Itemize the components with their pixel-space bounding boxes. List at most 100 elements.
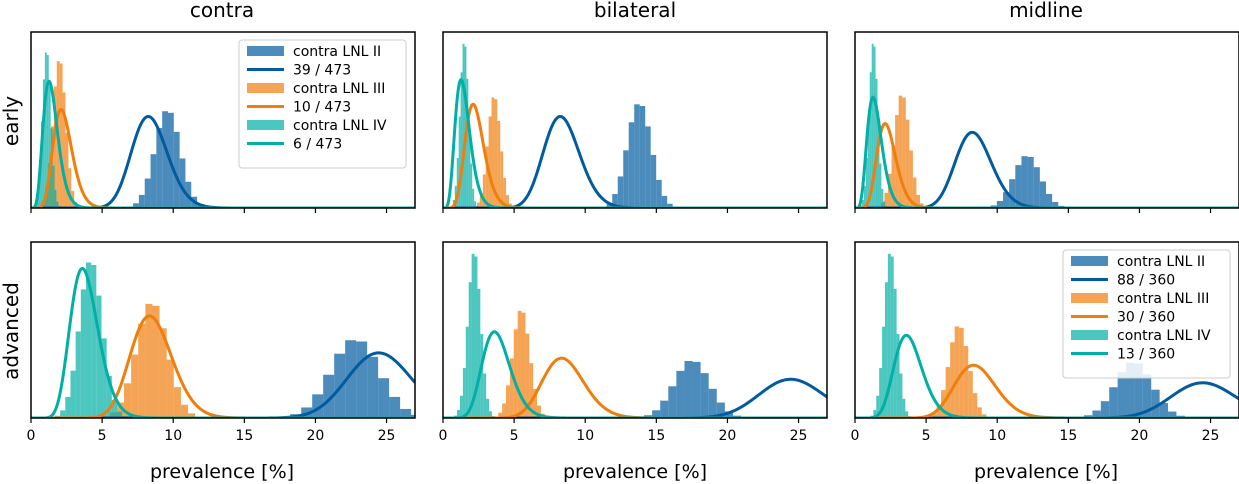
histogram-bar-lnl-iv [75,331,81,418]
histogram-bar-lnl-iv [879,368,883,418]
x-tick-label: 20 [1131,428,1149,444]
histogram-bar-lnl-iv [468,282,472,418]
histogram-bar-lnl-iii [145,303,153,418]
histogram-bar-lnl-ii [1142,374,1152,418]
x-tick-label: 5 [922,428,931,444]
x-tick-label: 25 [378,428,396,444]
legend-label: 39 / 473 [293,63,351,79]
histogram-bar-lnl-iv [456,158,459,208]
histogram-bar-lnl-iii [537,405,541,418]
x-tick-label: 10 [164,428,182,444]
legend: contra LNL II 88 / 360 contra LNL III 30 / … [1062,249,1231,379]
x-tick-label: 10 [576,428,594,444]
histogram-bar-lnl-iv [879,163,882,208]
histogram-bar-lnl-iii [491,97,495,208]
histogram-bar-lnl-iv [111,399,118,418]
histogram-bar-lnl-ii [156,127,163,208]
histogram-bar-lnl-iii [898,95,903,208]
histogram-bar-lnl-ii [1117,372,1127,418]
histogram-bar-lnl-iii [936,405,942,418]
histogram-bar-lnl-ii [1021,156,1028,208]
histogram-bar-lnl-iii [159,328,167,418]
histogram-bar-lnl-iv [875,78,878,208]
histogram-bar-lnl-iv [96,295,102,418]
histogram-bar-lnl-ii [1159,403,1169,418]
histogram-bar-lnl-iii [131,354,139,418]
axes-frame [30,31,416,209]
histogram-bar-lnl-ii [179,158,186,208]
histogram-bar-lnl-ii [668,386,677,418]
histogram-bar-lnl-ii [650,154,657,208]
histogram-bar-lnl-iv [65,396,71,418]
x-tick-label: 15 [647,428,665,444]
histogram-bar-lnl-iv [883,201,886,208]
histogram-bar-lnl-ii [612,193,618,208]
histogram-bar-lnl-ii [1015,165,1022,208]
observed-line-lnl-ii [855,381,1239,418]
histogram-bar-lnl-ii [692,361,701,418]
histogram-bar-lnl-iv [862,199,864,208]
histogram-bar-lnl-ii [1092,410,1101,418]
histogram-bar-lnl-ii [133,203,139,208]
histogram-bar-lnl-iii [488,116,492,208]
x-tick-label: 15 [1059,428,1077,444]
histogram-bar-lnl-iii [53,86,57,208]
histogram-bar-lnl-iv [101,338,107,418]
histogram-bar-lnl-ii [645,126,651,208]
histogram-bar-lnl-iv [470,163,473,208]
x-tick-label: 5 [510,428,519,444]
histogram-bar-lnl-iii [954,326,960,418]
x-tick-label: 10 [988,428,1006,444]
histogram-bar-lnl-iii [173,387,181,418]
histogram-bar-lnl-ii [1100,401,1110,418]
x-tick-label: 0 [439,428,448,444]
histogram-bar-lnl-ii [150,154,157,208]
histogram-bar-lnl-iii [180,404,189,418]
histogram-bar-lnl-iv [80,289,86,418]
histogram-bar-lnl-iii [138,323,146,418]
x-tick-label: 25 [790,428,808,444]
observed-line-lnl-iii [31,107,415,208]
histogram-bar-lnl-iv [899,373,903,418]
histogram-bar-lnl-iii [533,388,538,418]
histogram-bar-lnl-iv [459,395,463,418]
histogram-bar-lnl-iv [50,128,53,208]
histogram-bar-lnl-ii [1126,362,1135,418]
legend-label: contra LNL IV [1117,328,1211,344]
histogram-bar-lnl-ii [639,106,646,208]
histogram-bar-lnl-ii [323,374,335,418]
histogram-bar-lnl-ii [606,202,613,208]
histogram-bar-lnl-iv [42,79,45,208]
histogram-bar-lnl-ii [312,394,324,418]
histogram-bar-lnl-iv [56,201,59,208]
histogram-bar-lnl-iv [44,52,47,208]
histogram-bar-lnl-iii [950,342,955,418]
legend-patch [1071,293,1108,303]
panels: contra LNL II 39 / 473 contra LNL III 10 / … [27,31,1239,444]
histogram-bar-lnl-iv [460,72,463,208]
axes-frame [854,31,1239,209]
histogram-bar-lnl-ii [173,131,180,208]
histogram-bar-lnl-iv [893,288,897,418]
observed-line-lnl-iv [31,266,415,418]
histogram-bar-lnl-ii [676,370,685,418]
histogram-bar-lnl-ii [1039,181,1047,208]
histogram-bar-lnl-iii [905,119,910,208]
panel-early-bilateral [442,31,828,213]
histogram-bar-lnl-iii [124,383,132,418]
histogram-bar-lnl-iv [480,333,484,418]
histogram-bar-lnl-iii [59,63,63,208]
observed-line-lnl-iii [855,122,1239,208]
histogram-bar-lnl-ii [1003,192,1010,208]
axes-frame [442,31,828,209]
histogram-bar-lnl-iv [48,85,51,208]
x-tick-label: 20 [719,428,737,444]
legend-label: 13 / 360 [1117,347,1175,363]
x-tick-label: 15 [235,428,253,444]
histogram-bar-lnl-ii [617,176,624,208]
observed-line-lnl-iv [855,333,1239,418]
histogram-bar-lnl-ii [700,373,709,418]
histogram-bar-lnl-ii [1109,387,1118,418]
histogram-bar-lnl-iv [85,262,92,418]
